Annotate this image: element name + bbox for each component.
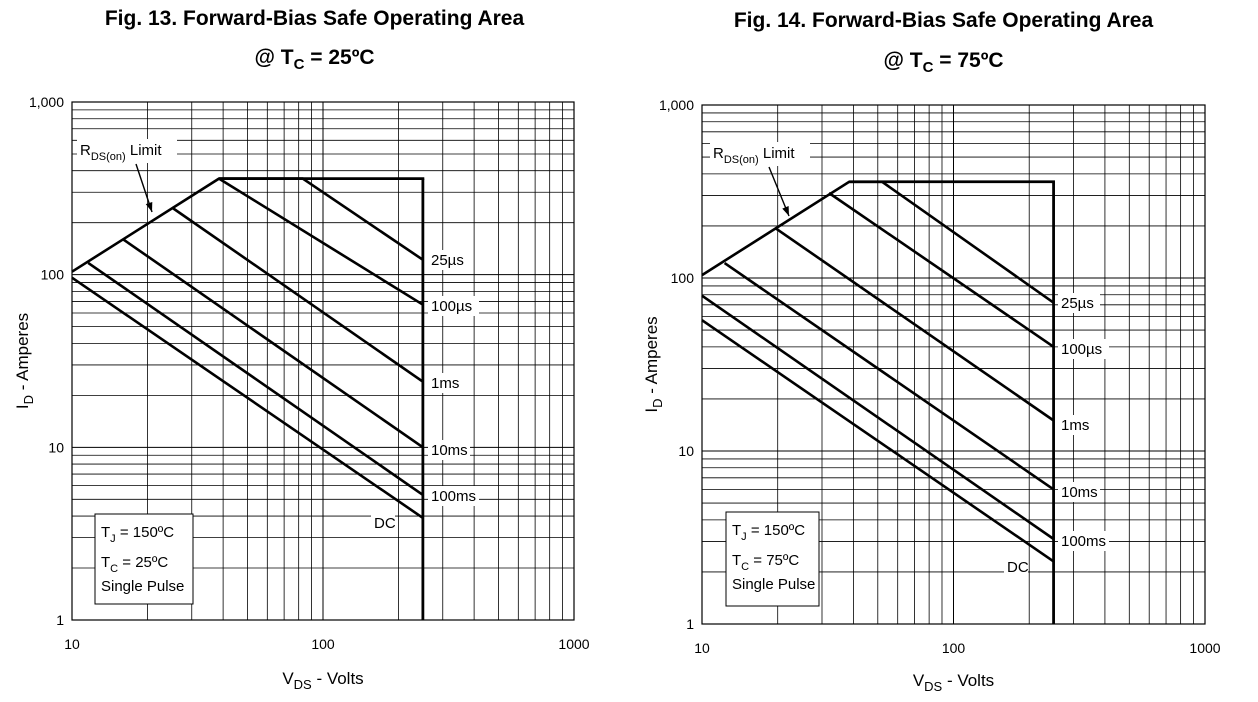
series-label-bg — [371, 513, 395, 533]
y-tick-label: 10 — [678, 443, 694, 459]
series-label: 1ms — [1061, 417, 1089, 434]
x-tick-label: 10 — [64, 636, 80, 652]
series-label-bg — [428, 440, 470, 460]
series-label: DC — [374, 515, 396, 532]
series-label: 100ms — [1061, 533, 1106, 550]
series-line-10ms — [122, 238, 424, 449]
series-label-bg — [1058, 293, 1100, 313]
series-label-bg — [1058, 339, 1109, 359]
rds-arrow-head — [782, 206, 789, 216]
y-tick-label: 1,000 — [29, 94, 64, 110]
chart-subtitle: @ TC = 25ºC — [254, 46, 375, 73]
series-line-DC — [701, 319, 1055, 563]
rds-limit-label: RDS(on) Limit — [80, 142, 162, 163]
y-tick-label: 100 — [41, 267, 65, 283]
series-label-bg — [428, 373, 461, 393]
series-label-bg — [1058, 415, 1091, 435]
series-label: 25µs — [431, 252, 464, 269]
condition-text: TJ = 150ºC — [732, 522, 805, 543]
rds-arrow-head — [145, 202, 153, 212]
series-label: DC — [1007, 559, 1029, 576]
series-label-bg — [428, 486, 479, 506]
conditions-box — [94, 513, 194, 605]
condition-text: Single Pulse — [732, 576, 815, 593]
chart-title: Fig. 14. Forward-Bias Safe Operating Are… — [733, 9, 1154, 32]
series-label: 10ms — [1061, 484, 1098, 501]
x-tick-label: 100 — [311, 636, 335, 652]
series-label-bg — [1004, 557, 1028, 577]
series-label: 100ms — [431, 488, 476, 505]
series-line-1ms — [774, 226, 1055, 422]
series-label: 100µs — [431, 298, 472, 315]
series-label-bg — [428, 250, 470, 270]
series-line-100µs — [218, 177, 424, 306]
figure-14: Fig. 14. Forward-Bias Safe Operating Are… — [629, 0, 1258, 702]
x-tick-label: 100 — [942, 640, 966, 656]
series-line-DC — [71, 276, 424, 519]
chart-subtitle: @ TC = 75ºC — [883, 49, 1004, 76]
series-label: 25µs — [1061, 295, 1094, 312]
y-tick-label: 1 — [686, 616, 694, 632]
y-tick-label: 100 — [671, 270, 695, 286]
conditions-box — [725, 511, 820, 607]
series-label: 1ms — [431, 375, 459, 392]
series-label: 100µs — [1061, 341, 1102, 358]
condition-text: TC = 25ºC — [101, 554, 168, 575]
y-tick-label: 1,000 — [659, 97, 694, 113]
condition-text: TC = 75ºC — [732, 552, 799, 573]
x-tick-label: 1000 — [558, 636, 589, 652]
series-label-bg — [428, 296, 479, 316]
chart-title: Fig. 13. Forward-Bias Safe Operating Are… — [104, 7, 525, 30]
y-axis-label: ID - Amperes — [13, 313, 36, 409]
rds-label-bg — [710, 142, 810, 166]
series-label-bg — [1058, 531, 1109, 551]
plot-frame — [701, 104, 1206, 625]
series-label-bg — [1058, 482, 1100, 502]
plot-frame — [71, 101, 575, 621]
x-axis-label: VDS - Volts — [282, 669, 363, 692]
y-tick-label: 1 — [56, 612, 64, 628]
condition-text: TJ = 150ºC — [101, 524, 174, 545]
condition-text: Single Pulse — [101, 578, 184, 595]
series-line-100ms — [87, 261, 424, 496]
series-line-1ms — [171, 206, 424, 383]
figure-13: Fig. 13. Forward-Bias Safe Operating Are… — [13, 7, 590, 692]
x-axis-label: VDS - Volts — [913, 671, 994, 694]
x-tick-label: 1000 — [1189, 640, 1220, 656]
series-label: 10ms — [431, 442, 468, 459]
series-line-100ms — [701, 294, 1055, 541]
series-line-10ms — [723, 262, 1055, 491]
rds-label-bg — [77, 139, 177, 163]
x-tick-label: 10 — [694, 640, 710, 656]
grid — [702, 105, 1205, 624]
y-axis-label: ID - Amperes — [642, 316, 665, 412]
series-line-100µs — [828, 191, 1055, 348]
y-tick-label: 10 — [48, 439, 64, 455]
rds-limit-label: RDS(on) Limit — [713, 145, 795, 166]
